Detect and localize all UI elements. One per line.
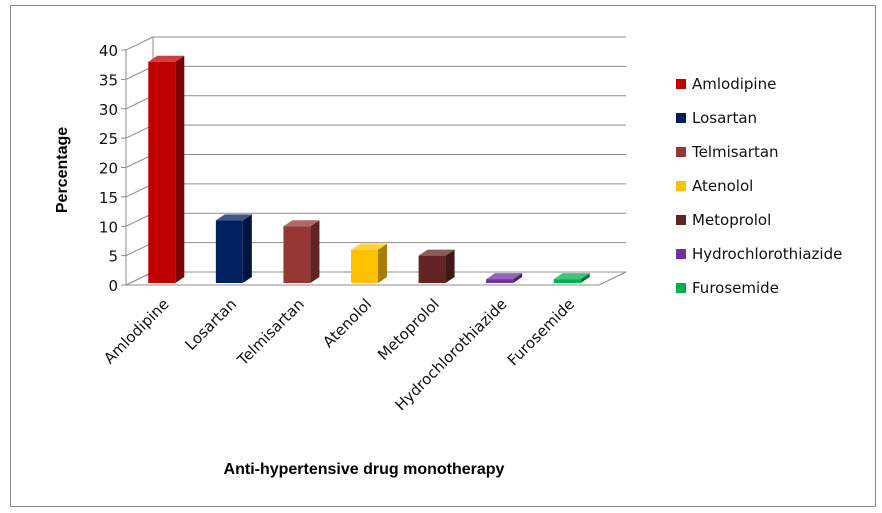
bar-top-face <box>215 214 252 221</box>
legend-swatch <box>676 113 686 123</box>
legend-label: Losartan <box>692 109 757 127</box>
y-tick-label: 25 <box>99 130 118 148</box>
bar-side-face <box>378 243 387 283</box>
bar-top-face <box>418 249 455 256</box>
bar-top-face <box>148 55 185 62</box>
legend-item-furosemide: Furosemide <box>676 279 779 297</box>
bar-amlodipine <box>148 55 185 283</box>
legend-swatch <box>676 283 686 293</box>
bar-top-face <box>553 273 590 280</box>
legend-swatch <box>676 181 686 191</box>
legend-label: Telmisartan <box>691 143 779 161</box>
legend-label: Amlodipine <box>692 75 776 93</box>
bar-atenolol <box>351 243 387 283</box>
legend-item-atenolol: Atenolol <box>676 177 753 195</box>
y-tick-label: 10 <box>99 218 118 236</box>
bar-side-face <box>310 220 320 283</box>
legend-label: Atenolol <box>692 177 753 195</box>
bar-losartan <box>215 214 252 283</box>
legend-label: Metoprolol <box>692 211 771 229</box>
bar-side-face <box>513 273 523 283</box>
legend: Amlodipine Losartan Telmisartan Atenolol Met… <box>676 75 842 297</box>
chart-floor <box>125 271 627 286</box>
bar-side-face <box>175 55 185 283</box>
legend-item-amlodipine: Amlodipine <box>676 75 776 93</box>
bar-metoprolol <box>418 249 455 283</box>
y-tick-label: 0 <box>108 277 118 295</box>
bar-hydrochlorothiazide <box>486 273 523 283</box>
legend-swatch <box>676 79 686 89</box>
y-tick-label: 5 <box>108 248 118 266</box>
side-wall-gridline <box>125 36 154 51</box>
y-axis-title: Percentage <box>54 127 71 213</box>
legend-swatch <box>676 215 686 225</box>
x-category-label: Amlodipine <box>100 295 172 367</box>
x-category-label: Furosemide <box>504 295 578 369</box>
legend-swatch <box>676 249 686 259</box>
legend-label: Hydrochlorothiazide <box>692 245 842 263</box>
bar-front-face <box>148 61 176 283</box>
legend-swatch <box>676 147 686 157</box>
bar-front-face <box>553 279 581 283</box>
bar-telmisartan <box>283 220 320 283</box>
bar-front-face <box>418 255 446 283</box>
bar-front-face <box>351 249 378 283</box>
y-tick-label: 35 <box>99 71 118 89</box>
legend-item-telmisartan: Telmisartan <box>676 143 779 161</box>
legend-item-metoprolol: Metoprolol <box>676 211 771 229</box>
x-category-label: Metoprolol <box>374 295 443 364</box>
bar-front-face <box>486 279 514 283</box>
bar-top-face <box>486 273 523 280</box>
bar-side-face <box>242 214 252 283</box>
legend-item-losartan: Losartan <box>676 109 757 127</box>
bars <box>148 55 590 283</box>
bar-top-face <box>351 243 387 250</box>
x-category-label: Losartan <box>181 295 240 354</box>
bar-top-face <box>283 220 320 227</box>
x-category-label: Telmisartan <box>233 295 308 370</box>
bar-front-face <box>215 220 243 283</box>
bar-furosemide <box>553 273 590 283</box>
y-tick-label: 15 <box>99 189 118 207</box>
y-tick-label: 20 <box>99 160 118 178</box>
legend-item-hydrochlorothiazide: Hydrochlorothiazide <box>676 245 842 263</box>
legend-label: Furosemide <box>692 279 779 297</box>
y-tick-label: 40 <box>99 42 118 60</box>
y-tick-label: 30 <box>99 101 118 119</box>
bar-side-face <box>580 273 590 283</box>
y-axis-ticks: 0 5 10 15 20 25 30 35 40 <box>99 42 118 295</box>
bar-front-face <box>283 226 311 283</box>
bar-side-face <box>445 249 455 283</box>
x-category-label: Atenolol <box>319 295 375 351</box>
x-category-label: Hydrochlorothiazide <box>391 295 510 414</box>
x-axis-title: Anti-hypertensive drug monotherapy <box>224 461 505 478</box>
